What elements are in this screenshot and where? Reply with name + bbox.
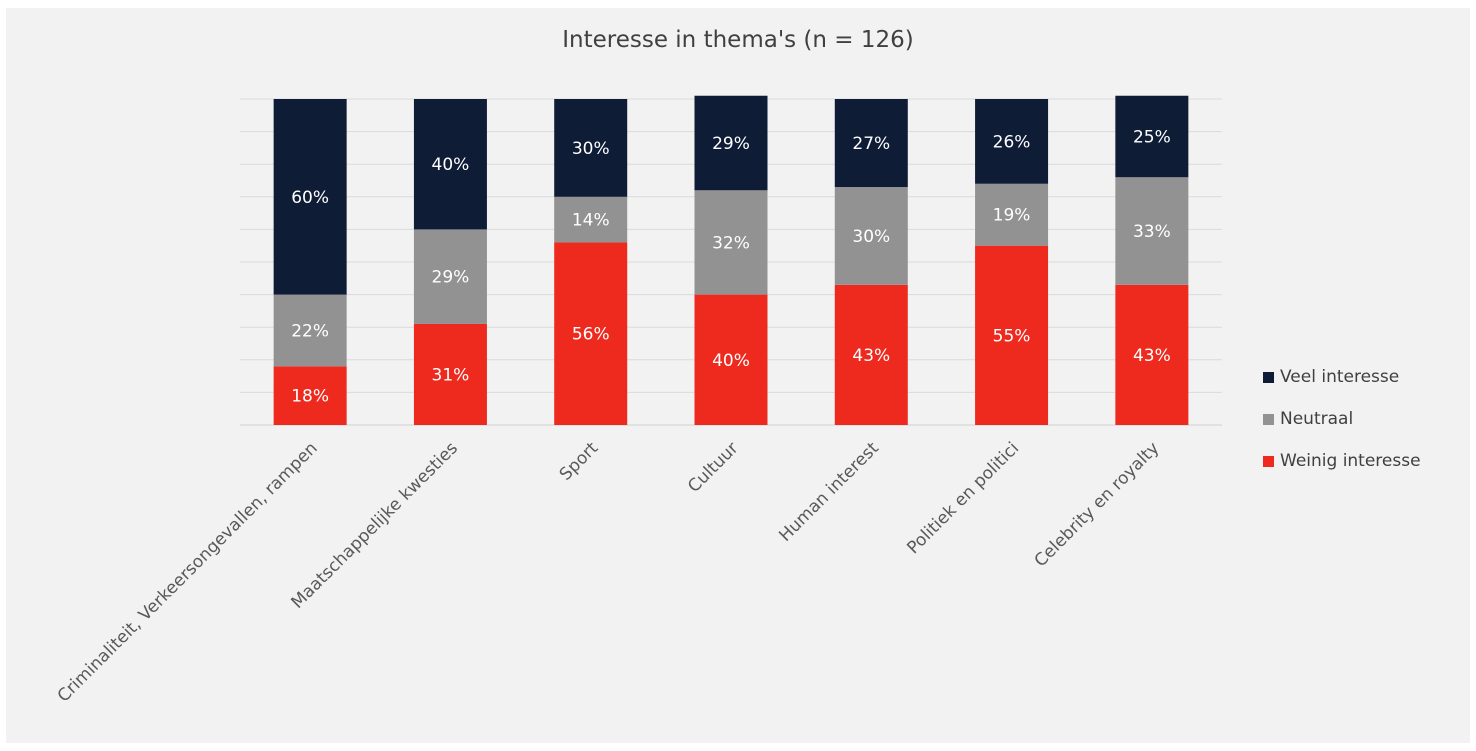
bar-segment	[554, 242, 628, 425]
bar-segment	[694, 190, 768, 295]
bar-segment	[975, 183, 1049, 246]
bar-segment	[1115, 177, 1189, 285]
data-label: 26%	[993, 132, 1031, 152]
data-label: 31%	[432, 365, 470, 385]
data-label: 14%	[572, 211, 610, 231]
category-label: Human interest	[775, 438, 883, 546]
data-label: 40%	[712, 351, 750, 371]
data-label: 30%	[572, 139, 610, 159]
category-label: Criminaliteit, Verkeersongevallen, rampe…	[54, 438, 322, 706]
bar-segment	[1115, 95, 1189, 178]
data-label: 27%	[852, 134, 890, 154]
legend-item: Weinig interesse	[1263, 440, 1421, 482]
bar-segment	[834, 284, 908, 425]
category-label: Politiek en politici	[903, 438, 1023, 558]
data-label: 25%	[1133, 127, 1171, 147]
data-label: 40%	[432, 155, 470, 175]
chart-legend: Veel interesse Neutraal Weinig interesse	[1263, 356, 1421, 482]
bar-segment	[413, 323, 487, 425]
bar-segment	[1115, 284, 1189, 425]
data-label: 43%	[1133, 346, 1171, 366]
data-label: 29%	[712, 134, 750, 154]
category-label: Sport	[556, 438, 603, 485]
data-label: 22%	[291, 321, 329, 341]
legend-item: Veel interesse	[1263, 356, 1421, 398]
legend-swatch	[1263, 371, 1274, 383]
legend-item: Neutraal	[1263, 398, 1421, 440]
category-label: Celebrity en royalty	[1031, 438, 1164, 571]
bar-segment	[834, 99, 908, 188]
bar-segment	[975, 245, 1049, 425]
bar-segment	[273, 99, 347, 295]
data-label: 33%	[1133, 222, 1171, 242]
legend-label: Veel interesse	[1280, 367, 1400, 387]
data-label: 60%	[291, 188, 329, 208]
bar-segment	[273, 294, 347, 367]
category-label: Maatschappelijke kwesties	[288, 438, 463, 613]
bar-segment	[554, 99, 628, 197]
bar-segment	[554, 196, 628, 243]
bar-segment	[413, 99, 487, 230]
bar-segment	[273, 366, 347, 425]
data-label: 29%	[432, 268, 470, 288]
data-label: 19%	[993, 206, 1031, 226]
legend-swatch	[1263, 455, 1274, 467]
data-label: 32%	[712, 233, 750, 253]
legend-label: Neutraal	[1280, 409, 1354, 429]
data-label: 43%	[852, 346, 890, 366]
legend-swatch	[1263, 413, 1274, 425]
bar-segment	[413, 229, 487, 324]
data-label: 18%	[291, 387, 329, 407]
data-label: 56%	[572, 325, 610, 345]
bar-segment	[834, 187, 908, 285]
data-label: 55%	[993, 326, 1031, 346]
bar-segment	[694, 95, 768, 191]
data-label: 30%	[852, 227, 890, 247]
bar-segment	[694, 294, 768, 425]
category-label: Cultuur	[684, 438, 742, 496]
chart-title: Interesse in thema's (n = 126)	[562, 27, 914, 53]
legend-label: Weinig interesse	[1280, 451, 1421, 471]
bar-segment	[975, 99, 1049, 184]
